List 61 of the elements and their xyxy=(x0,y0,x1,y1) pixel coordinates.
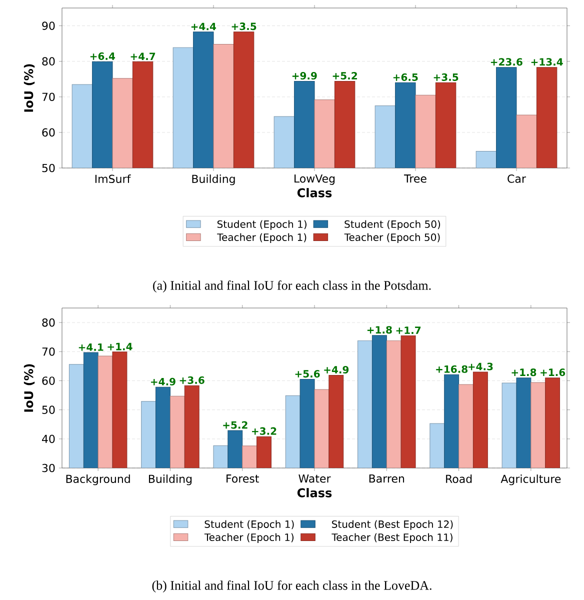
annotation: +5.2 xyxy=(223,421,248,429)
y-axis-title: IoU (%) xyxy=(24,364,35,412)
legend-label: Teacher (Best Epoch 11) xyxy=(332,533,452,543)
legend-label: Student (Epoch 50) xyxy=(344,220,440,230)
x-tick-label: ImSurf xyxy=(95,174,131,184)
annotation: +9.9 xyxy=(292,72,317,80)
y-axis-title: IoU (%) xyxy=(24,64,35,112)
y-tick-label: 90 xyxy=(42,22,55,30)
annotation: +16.8 xyxy=(436,365,468,373)
annotation: +5.2 xyxy=(332,72,357,80)
y-tick-label: 70 xyxy=(42,347,55,356)
annotation: +1.7 xyxy=(396,326,421,334)
x-axis-title: Class xyxy=(297,188,332,198)
legend-label: Teacher (Epoch 1) xyxy=(217,233,306,243)
x-tick-label: Barren xyxy=(369,474,404,483)
y-tick-label: 40 xyxy=(42,434,55,444)
y-tick-label: 80 xyxy=(42,318,55,327)
text: (a) Initial and final IoU for each class in the Potsdam. xyxy=(153,280,431,292)
annotation: +3.2 xyxy=(252,427,276,435)
legend-label: Student (Epoch 1) xyxy=(204,520,294,530)
annotation: +6.5 xyxy=(393,73,418,81)
y-tick-label: 60 xyxy=(42,376,55,385)
annotation: +3.5 xyxy=(232,22,256,30)
legend-label: Student (Best Epoch 12) xyxy=(332,520,453,530)
x-tick-label: Building xyxy=(192,174,235,186)
annotation: +5.6 xyxy=(295,370,320,378)
legend-label: Teacher (Epoch 1) xyxy=(204,533,294,543)
x-tick-label: Background xyxy=(66,474,130,486)
annotation: +4.1 xyxy=(78,344,104,351)
y-tick-label: 70 xyxy=(42,92,55,102)
annotation: +3.5 xyxy=(434,73,458,81)
legend-label: Student (Epoch 1) xyxy=(217,220,306,230)
annotation: +1.4 xyxy=(108,342,132,350)
annotation: +4.9 xyxy=(151,378,176,386)
annotation: +6.4 xyxy=(90,52,115,60)
x-tick-label: Road xyxy=(446,474,472,484)
x-tick-label: Tree xyxy=(404,174,426,183)
x-tick-label: Building xyxy=(148,474,192,486)
annotation: +4.3 xyxy=(468,362,493,370)
y-tick-label: 60 xyxy=(42,128,55,137)
annotation: +4.7 xyxy=(130,52,156,60)
x-tick-label: Forest xyxy=(226,474,259,483)
annotation: +23.6 xyxy=(490,58,522,66)
y-tick-label: 80 xyxy=(42,57,55,66)
annotation: +1.6 xyxy=(540,368,566,376)
text: (b) Initial and final IoU for each class in the LoveDA. xyxy=(152,580,432,592)
y-tick-label: 50 xyxy=(42,164,55,172)
x-axis-title: Class xyxy=(297,488,332,498)
x-tick-label: Agriculture xyxy=(500,474,561,486)
annotation: +1.8 xyxy=(512,368,536,376)
y-tick-label: 50 xyxy=(42,406,55,414)
x-tick-label: Car xyxy=(508,174,526,183)
annotation: +4.4 xyxy=(191,22,216,30)
annotation: +3.6 xyxy=(180,376,204,384)
y-tick-label: 30 xyxy=(42,464,55,472)
x-tick-label: LowVeg xyxy=(294,174,335,185)
x-tick-label: Water xyxy=(298,474,331,483)
legend-label: Teacher (Epoch 50) xyxy=(344,233,440,243)
annotation: +4.9 xyxy=(324,366,349,374)
annotation: +13.4 xyxy=(531,58,563,66)
annotation: +1.8 xyxy=(367,326,392,334)
